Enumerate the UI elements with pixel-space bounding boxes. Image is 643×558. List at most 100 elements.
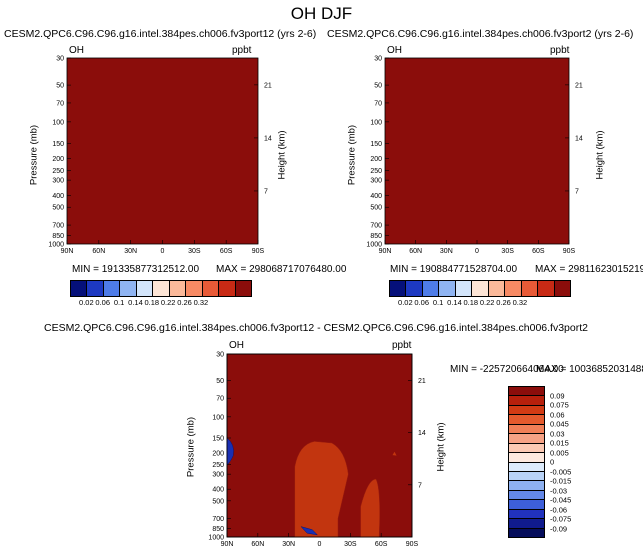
colorbar-swatch [71,281,88,296]
panel2-height-tick-label: 14 [575,135,583,142]
colorbar-swatch [554,281,570,296]
colorbar-label: -0.045 [550,495,572,505]
panel1-ytick-label: 700 [52,223,64,230]
panel3-negative-spot [226,437,234,466]
panel2-title: CESM2.QPC6.C96.C96.g16.intel.384pes.ch00… [327,28,634,40]
panel3-xtick-label: 60S [375,541,388,548]
colorbar-label: 0.18 [144,298,160,307]
panel2-ytick-label: 200 [370,156,382,163]
panel3-colorbar [508,386,545,538]
panel1-xtick-label: 30S [188,248,201,255]
panel3-ytick-label: 150 [212,435,224,442]
colorbar-swatch [87,281,104,296]
panel2-colorbar-labels: 0.02 0.06 0.1 0.14 0.18 0.22 0.26 0.32 [389,298,569,308]
colorbar-swatch [509,471,544,482]
panel3-xtick-label: 90S [406,541,419,548]
panel3-ytick-label: 400 [212,487,224,494]
panel3-contour-region [392,451,397,456]
panel3-contour-region [294,441,349,538]
colorbar-label: 0.1 [432,298,444,307]
panel3-xtick-label: 0 [318,541,322,548]
panel1-ytick-label: 30 [56,56,64,63]
panel2-ytick-label: 30 [374,56,382,63]
panel1-xtick-label: 90S [252,248,265,255]
colorbar-label: -0.03 [550,486,568,495]
panel1-field [67,58,258,244]
panel2-ytick-label: 50 [374,83,382,90]
colorbar-swatch [509,405,544,416]
panel3-left-label: OH [229,340,244,351]
figure-title: OH DJF [290,4,353,23]
panel3-ytick-label: 700 [212,516,224,523]
panel1-xtick-label: 90N [61,248,74,255]
panel3-negative-spot [300,526,319,536]
panel1-colorbar [70,280,252,297]
panel1-title: CESM2.QPC6.C96.C96.g16.intel.384pes.ch00… [4,28,317,40]
panel2-ytick-label: 700 [370,223,382,230]
colorbar-swatch [509,490,544,501]
colorbar-label: 0 [550,457,555,467]
panel1-height-tick-label: 7 [264,188,268,195]
colorbar-swatch [509,443,544,454]
panel1-ytick-label: 200 [52,156,64,163]
panel3-right-label: ppbt [392,340,412,351]
colorbar-label: -0.075 [550,514,572,524]
panel1-min: MIN = 191335877312512.00 [72,264,200,275]
colorbar-swatch [422,281,440,296]
panel3-frame [226,353,413,538]
colorbar-label: -0.015 [550,476,572,486]
panel1-ytick-label: 400 [52,193,64,200]
colorbar-label: 0.22 [479,298,495,307]
panel1-ytick-label: 100 [52,119,64,126]
panel1-max: MAX = 298068717076480.00 [216,264,347,275]
panel3-height-tick-label: 7 [418,482,422,489]
colorbar-label: 0.06 [550,410,565,419]
panel3-max: MAX = 10036852031488.00 [536,364,643,375]
colorbar-swatch [439,281,456,296]
colorbar-swatch [120,281,137,296]
panel2-ytick-label: 150 [370,141,382,148]
panel1-right-label: ppbt [232,45,252,56]
panel3-contour-region [360,478,380,538]
panel3-ytick-label: 70 [216,396,224,403]
panel2-ytick-label: 300 [370,178,382,185]
colorbar-label: 0.045 [550,419,569,429]
panel2-xtick-label: 30N [440,248,453,255]
panel1-height-tick-label: 21 [264,82,272,89]
panel2-min: MIN = 190884771528704.00 [390,264,518,275]
colorbar-label: -0.005 [550,467,572,476]
colorbar-label: 0.22 [160,298,176,307]
panel3-xtick-label: 30S [344,541,357,548]
colorbar-swatch [509,387,544,397]
panel2-frame [384,57,570,245]
colorbar-label: 0.18 [463,298,479,307]
colorbar-label: -0.09 [550,524,568,533]
colorbar-swatch [406,281,423,296]
colorbar-swatch [509,415,544,425]
colorbar-swatch [509,424,544,435]
panel3-ytick-label: 100 [212,414,224,421]
panel3-xtick-label: 90N [221,541,234,548]
colorbar-swatch [472,281,489,296]
panel1-colorbar-labels: 0.02 0.06 0.1 0.14 0.18 0.22 0.26 0.32 [70,298,250,308]
colorbar-label: 0.02 [79,298,94,307]
colorbar-swatch [521,281,539,296]
colorbar-swatch [509,481,544,491]
panel1-ytick-label: 50 [56,83,64,90]
panel3-colorbar-labels: 0.09 0.075 0.06 0.045 0.03 0.015 0.005 0 -0.005-… [550,386,610,538]
panel3-ytick-label: 1000 [208,535,224,542]
panel1-ytick-label: 850 [52,233,64,240]
colorbar-swatch [202,281,220,296]
panel2-max: MAX = 298116230152192.00 [535,264,643,275]
colorbar-label: 0.02 [398,298,413,307]
panel2-ytick-label: 250 [370,168,382,175]
panel2-ytick-label: 70 [374,100,382,107]
colorbar-label: 0.005 [550,448,569,457]
panel3-ytick-label: 500 [212,498,224,505]
panel3-ytick-label: 50 [216,378,224,385]
colorbar-label: 0.1 [113,298,125,307]
colorbar-label: -0.06 [550,505,568,514]
colorbar-swatch [509,509,544,520]
colorbar-label: 0.06 [95,298,111,307]
panel2-height-tick-label: 7 [575,188,579,195]
